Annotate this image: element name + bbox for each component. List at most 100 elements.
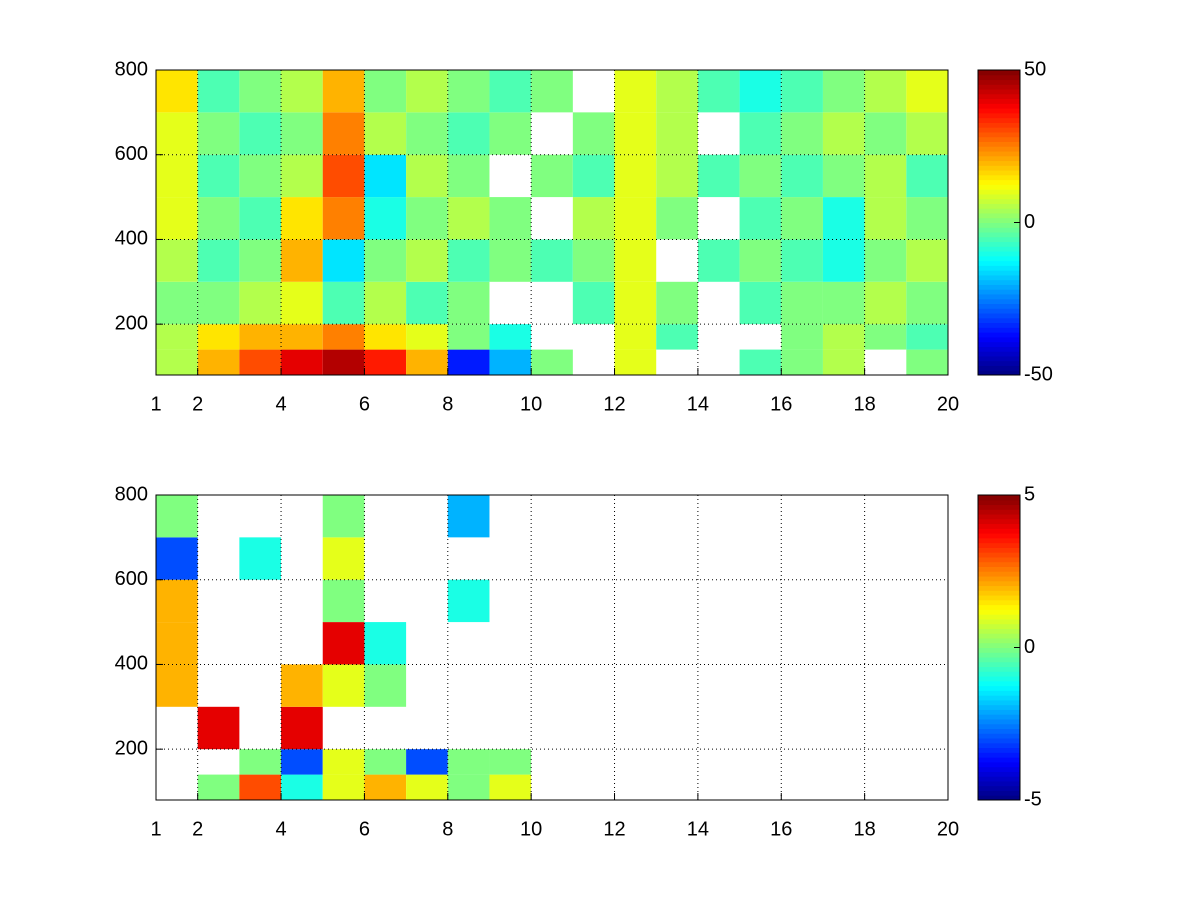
colorbar-segment [978, 780, 1020, 787]
colorbar-segment [978, 336, 1020, 343]
heat-cell [447, 70, 490, 113]
colorbar-segment [978, 289, 1020, 295]
heat-cell [406, 349, 448, 375]
colorbar-segment [978, 117, 1020, 123]
x-tick-label: 2 [192, 393, 203, 415]
colorbar-segment [978, 514, 1020, 520]
heat-cell [614, 154, 657, 198]
colorbar-segment [978, 74, 1020, 81]
heat-cell [822, 197, 865, 240]
heat-cell [822, 281, 865, 325]
heat-cell [906, 349, 948, 375]
heat-cell [489, 749, 532, 775]
colorbar-segment [978, 131, 1020, 138]
heat-cell [531, 239, 573, 282]
colorbar-segment [978, 533, 1020, 539]
heat-cell [322, 154, 365, 198]
heat-cell [739, 239, 782, 282]
heat-cell [197, 154, 240, 198]
x-tick-label: 12 [603, 393, 625, 415]
heat-cell [281, 774, 323, 800]
heat-cell [281, 154, 323, 198]
heat-cell [822, 239, 865, 282]
heat-cell [239, 324, 282, 350]
heat-cell [197, 239, 240, 282]
heat-cell [322, 70, 365, 113]
colorbar-segment [978, 174, 1020, 181]
heat-cell [572, 154, 615, 198]
heat-cell [906, 112, 948, 155]
heat-cell [781, 281, 823, 325]
heat-cell [281, 197, 323, 240]
heat-cell [864, 324, 907, 350]
y-tick-label: 600 [115, 568, 148, 590]
heat-cell [489, 70, 532, 113]
colorbar-segment [978, 112, 1020, 119]
heat-cell [531, 70, 573, 113]
heat-cell [864, 197, 907, 240]
heat-cell [281, 749, 323, 775]
heat-cell [572, 112, 615, 155]
colorbar-segment [978, 661, 1020, 668]
colorbar-segment [978, 637, 1020, 644]
heat-cell [656, 324, 698, 350]
heat-cell [322, 537, 365, 580]
heat-cell [364, 774, 407, 800]
colorbar-segment [978, 89, 1020, 95]
colorbar-segment [978, 360, 1020, 366]
colorbar-segment [978, 222, 1020, 228]
colorbar-segment [978, 184, 1020, 190]
heat-cell [614, 70, 657, 113]
colorbar-segment [978, 346, 1020, 352]
heat-cell [614, 239, 657, 282]
heat-cell [781, 197, 823, 240]
colorbar-segment [978, 70, 1020, 76]
colorbar-segment [978, 699, 1020, 706]
colorbar-tick-label: 0 [1024, 211, 1035, 233]
colorbar-segment [978, 179, 1020, 185]
heat-cell [197, 774, 240, 800]
x-tick-label: 20 [937, 818, 959, 840]
colorbar-segment [978, 370, 1020, 376]
heat-cell [406, 154, 448, 198]
x-tick-label: 18 [854, 818, 876, 840]
colorbar-segment [978, 552, 1020, 558]
colorbar-segment [978, 733, 1020, 739]
colorbar-segment [978, 599, 1020, 606]
colorbar-segment [978, 160, 1020, 166]
colorbar-segment [978, 203, 1020, 209]
heat-cell [364, 112, 407, 155]
colorbar-segment [978, 561, 1020, 567]
heat-cell [156, 664, 198, 707]
heat-cell [156, 239, 198, 282]
heat-cell [739, 112, 782, 155]
heat-cell [406, 324, 448, 350]
heat-cell [614, 281, 657, 325]
heat-cell [822, 324, 865, 350]
heat-cell [822, 112, 865, 155]
heat-cell [281, 664, 323, 707]
colorbar-segment [978, 657, 1020, 663]
colorbar-segment [978, 785, 1020, 791]
heat-cell [322, 495, 365, 538]
heat-cell [656, 154, 698, 198]
colorbar-segment [978, 652, 1020, 658]
heat-cell [322, 749, 365, 775]
colorbar-segment [978, 198, 1020, 204]
heat-cell [281, 324, 323, 350]
heat-cell [697, 154, 740, 198]
colorbar-tick-label: 0 [1024, 636, 1035, 658]
heat-cell [489, 197, 532, 240]
colorbar-segment [978, 251, 1020, 257]
heat-cell [239, 537, 282, 580]
heat-cell [281, 239, 323, 282]
colorbar-segment [978, 761, 1020, 768]
heat-cell [739, 70, 782, 113]
colorbar-segment [978, 98, 1020, 104]
heat-cell [739, 154, 782, 198]
heat-cell [781, 112, 823, 155]
colorbar-segment [978, 580, 1020, 587]
heat-cell [197, 281, 240, 325]
heat-cell [406, 70, 448, 113]
